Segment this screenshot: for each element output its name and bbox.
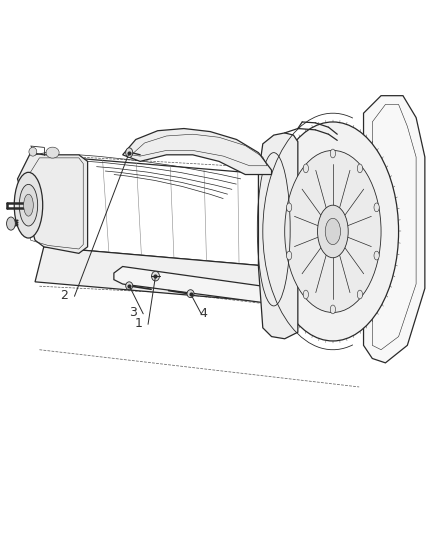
Ellipse shape (357, 164, 363, 173)
Ellipse shape (285, 150, 381, 312)
Text: 2: 2 (60, 289, 68, 302)
Ellipse shape (187, 290, 194, 297)
Polygon shape (123, 128, 272, 174)
Ellipse shape (286, 203, 292, 212)
Polygon shape (18, 152, 88, 253)
Polygon shape (364, 96, 425, 363)
Ellipse shape (46, 147, 59, 158)
Ellipse shape (286, 251, 292, 260)
Ellipse shape (19, 184, 38, 226)
Polygon shape (114, 266, 280, 304)
Ellipse shape (126, 148, 133, 157)
Ellipse shape (318, 205, 348, 258)
Ellipse shape (374, 251, 379, 260)
Polygon shape (258, 133, 298, 339)
Text: 4: 4 (200, 308, 208, 320)
Ellipse shape (330, 149, 336, 158)
Ellipse shape (374, 203, 379, 212)
Ellipse shape (126, 282, 133, 290)
Ellipse shape (29, 147, 37, 156)
Ellipse shape (7, 217, 15, 230)
Ellipse shape (303, 290, 308, 299)
Ellipse shape (152, 271, 159, 281)
Ellipse shape (267, 122, 399, 341)
Ellipse shape (357, 290, 363, 299)
Ellipse shape (14, 172, 43, 238)
Text: 3: 3 (129, 306, 137, 319)
Polygon shape (35, 247, 272, 302)
Ellipse shape (330, 305, 336, 314)
Text: 1: 1 (135, 317, 143, 330)
Ellipse shape (303, 164, 308, 173)
Ellipse shape (24, 194, 33, 216)
Ellipse shape (325, 219, 341, 245)
